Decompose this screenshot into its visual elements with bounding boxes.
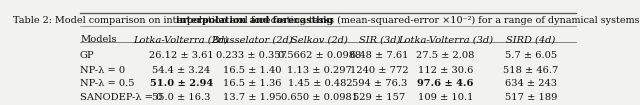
Text: Models: Models — [80, 35, 116, 44]
Text: 97.6 ± 4.6: 97.6 ± 4.6 — [417, 79, 474, 88]
Text: Brusselator (2d): Brusselator (2d) — [211, 35, 292, 44]
Text: 1.45 ± 0.482: 1.45 ± 0.482 — [287, 79, 352, 88]
Text: 27.5 ± 2.08: 27.5 ± 2.08 — [416, 51, 474, 60]
Text: Lotka-Volterra (3d): Lotka-Volterra (3d) — [397, 35, 493, 44]
Text: 594 ± 76.3: 594 ± 76.3 — [352, 79, 407, 88]
Text: 54.4 ± 3.24: 54.4 ± 3.24 — [152, 66, 211, 75]
Text: 6.48 ± 7.61: 6.48 ± 7.61 — [350, 51, 408, 60]
Text: 16.5 ± 1.40: 16.5 ± 1.40 — [223, 66, 281, 75]
Text: 51.0 ± 2.94: 51.0 ± 2.94 — [150, 79, 213, 88]
Text: 0.233 ± 0.357: 0.233 ± 0.357 — [216, 51, 287, 60]
Text: 634 ± 243: 634 ± 243 — [505, 79, 557, 88]
Text: 5.7 ± 6.05: 5.7 ± 6.05 — [505, 51, 557, 60]
Text: 1.13 ± 0.297: 1.13 ± 0.297 — [287, 66, 352, 75]
Text: SIR (3d): SIR (3d) — [358, 35, 400, 44]
Text: 1240 ± 772: 1240 ± 772 — [350, 66, 409, 75]
Text: interpolation and forecasting: interpolation and forecasting — [176, 16, 333, 25]
Text: 518 ± 46.7: 518 ± 46.7 — [503, 66, 559, 75]
Text: Selkov (2d): Selkov (2d) — [291, 35, 348, 44]
Text: 112 ± 30.6: 112 ± 30.6 — [418, 66, 473, 75]
Text: 13.7 ± 1.95: 13.7 ± 1.95 — [223, 93, 281, 102]
Text: SANODEP-λ = 0: SANODEP-λ = 0 — [80, 93, 163, 102]
Text: Table 2: Model comparison on interpolation and forecasting tasks (mean-squared-e: Table 2: Model comparison on interpolati… — [13, 16, 640, 25]
Text: 55.0 ± 16.3: 55.0 ± 16.3 — [152, 93, 211, 102]
Text: 109 ± 10.1: 109 ± 10.1 — [417, 93, 473, 102]
Text: SIRD (4d): SIRD (4d) — [506, 35, 556, 44]
Text: 517 ± 189: 517 ± 189 — [505, 93, 557, 102]
Text: 0.650 ± 0.0981: 0.650 ± 0.0981 — [281, 93, 358, 102]
Text: GP: GP — [80, 51, 95, 60]
Text: NP-λ = 0: NP-λ = 0 — [80, 66, 125, 75]
Text: 26.12 ± 3.61: 26.12 ± 3.61 — [149, 51, 214, 60]
Text: 16.5 ± 1.36: 16.5 ± 1.36 — [223, 79, 281, 88]
Text: 0.5662 ± 0.0988: 0.5662 ± 0.0988 — [278, 51, 362, 60]
Text: 529 ± 157: 529 ± 157 — [353, 93, 406, 102]
Text: NP-λ = 0.5: NP-λ = 0.5 — [80, 79, 134, 88]
Text: Lotka-Volterra (2d): Lotka-Volterra (2d) — [134, 35, 228, 44]
